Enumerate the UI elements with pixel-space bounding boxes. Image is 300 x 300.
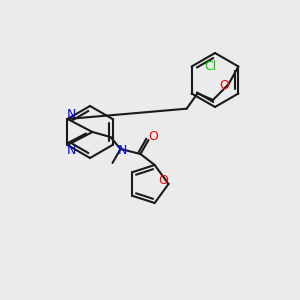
Text: Cl: Cl [205,60,217,73]
Text: O: O [158,175,168,188]
Text: O: O [219,79,229,92]
Text: O: O [148,130,158,142]
Text: N: N [67,109,76,122]
Text: N: N [67,143,76,157]
Text: N: N [118,145,127,158]
